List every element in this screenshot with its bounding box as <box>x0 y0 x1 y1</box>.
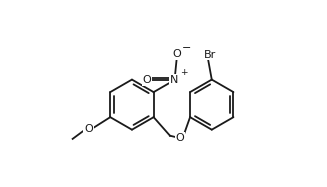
Text: Br: Br <box>204 50 216 59</box>
Text: +: + <box>180 68 188 77</box>
Text: O: O <box>176 133 184 142</box>
Text: N: N <box>170 75 179 85</box>
Text: O: O <box>84 124 93 134</box>
Text: O: O <box>143 75 151 85</box>
Text: O: O <box>173 49 181 59</box>
Text: −: − <box>181 43 191 53</box>
